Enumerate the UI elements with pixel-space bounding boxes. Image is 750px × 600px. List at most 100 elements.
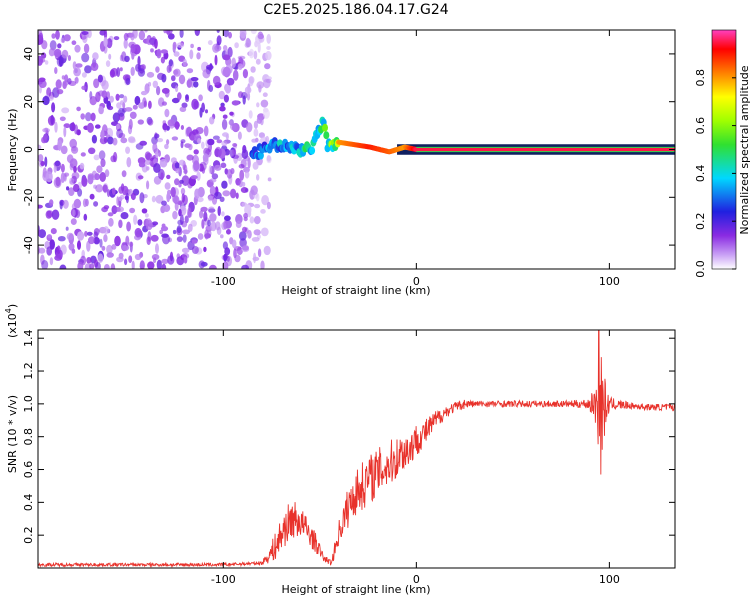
noise-blob	[187, 181, 193, 189]
noise-blob	[219, 196, 225, 202]
noise-blob	[49, 40, 57, 51]
noise-blob	[203, 246, 207, 253]
noise-blob	[247, 157, 251, 169]
noise-blob	[60, 145, 68, 155]
noise-blob	[226, 255, 233, 267]
noise-blob	[262, 92, 268, 97]
noise-blob	[219, 105, 226, 112]
noise-blob	[161, 73, 167, 83]
noise-blob	[71, 40, 77, 45]
noise-blob	[191, 98, 199, 110]
noise-blob	[264, 63, 271, 70]
noise-blob	[214, 146, 222, 158]
noise-blob	[196, 52, 201, 60]
noise-blob	[203, 125, 209, 137]
noise-blob	[97, 74, 103, 83]
noise-blob	[90, 62, 99, 71]
noise-blob	[231, 154, 240, 159]
noise-blob	[73, 67, 81, 77]
noise-blob	[129, 207, 136, 214]
noise-blob	[221, 119, 228, 130]
y-tick-label: 0.8	[22, 428, 35, 446]
noise-blob	[124, 195, 129, 201]
noise-blob	[56, 89, 64, 95]
noise-blob	[256, 81, 265, 89]
noise-blob	[200, 261, 208, 267]
noise-blob	[231, 239, 237, 249]
noise-blob	[182, 229, 191, 235]
noise-blob	[124, 258, 128, 266]
noise-blob	[250, 185, 258, 196]
noise-blob	[60, 163, 65, 173]
spectrogram-panel: -100 0 100 -40 -20 0 20 40 Height of straight l…	[6, 29, 676, 297]
noise-blob	[161, 200, 167, 206]
noise-blob	[63, 126, 67, 138]
noise-blob	[230, 122, 237, 131]
noise-blob	[242, 68, 248, 79]
y-tick-label: -40	[22, 236, 35, 254]
noise-blob	[229, 111, 234, 116]
noise-blob	[209, 116, 215, 125]
noise-blob	[238, 180, 244, 188]
noise-blob	[54, 121, 58, 133]
noise-blob	[152, 80, 158, 89]
noise-blob	[75, 209, 81, 219]
noise-blob	[120, 183, 125, 192]
noise-blob	[101, 90, 108, 99]
noise-blob	[222, 114, 228, 119]
noise-blob	[103, 137, 108, 144]
noise-blob	[260, 227, 269, 237]
noise-blob	[72, 61, 77, 70]
colorbar-ticks: 0.0 0.2 0.4 0.6 0.8	[694, 69, 736, 278]
noise-blob	[53, 48, 62, 58]
noise-blob	[55, 176, 61, 187]
noise-blob	[55, 30, 60, 40]
noise-blob	[44, 60, 49, 65]
noise-blob	[160, 172, 164, 181]
snr-multiplier: (x104)	[4, 304, 19, 338]
noise-blob	[145, 152, 153, 161]
noise-blob	[237, 131, 242, 140]
noise-blob	[116, 128, 123, 139]
noise-blob	[151, 221, 159, 226]
noise-blob	[236, 152, 243, 162]
noise-blob	[178, 208, 182, 217]
noise-blob	[160, 226, 169, 232]
noise-blob	[137, 55, 141, 67]
spectrogram-x-label: Height of straight line (km)	[281, 284, 430, 297]
noise-blob	[107, 105, 114, 111]
noise-blob	[83, 43, 90, 54]
noise-blob	[51, 33, 56, 39]
noise-blob	[211, 173, 219, 180]
noise-blob	[238, 164, 245, 169]
noise-blob	[153, 158, 158, 165]
noise-blob	[199, 210, 204, 219]
noise-blob	[44, 127, 49, 132]
noise-blob	[208, 165, 212, 174]
noise-blob	[179, 106, 187, 113]
noise-blob	[38, 247, 46, 254]
noise-blob	[204, 229, 209, 240]
noise-blob	[114, 235, 121, 247]
y-tick-label: 0	[22, 146, 35, 153]
noise-blob	[103, 234, 108, 243]
noise-blob	[144, 83, 150, 94]
noise-blob	[207, 79, 211, 91]
noise-blob	[231, 57, 236, 69]
noise-blob	[126, 221, 131, 232]
noise-blob	[166, 139, 170, 145]
noise-blob	[174, 178, 180, 186]
noise-blob	[178, 74, 186, 85]
noise-blob	[197, 138, 202, 144]
noise-blob	[222, 66, 231, 78]
noise-blob	[59, 116, 66, 122]
noise-blob	[55, 79, 62, 89]
noise-blob	[89, 263, 95, 269]
noise-blob	[57, 236, 66, 242]
noise-blob	[55, 251, 62, 259]
noise-blob	[223, 254, 229, 260]
noise-blob	[214, 164, 222, 171]
noise-blob	[85, 198, 89, 207]
spectrogram-marks	[38, 30, 675, 269]
noise-blob	[246, 91, 251, 101]
